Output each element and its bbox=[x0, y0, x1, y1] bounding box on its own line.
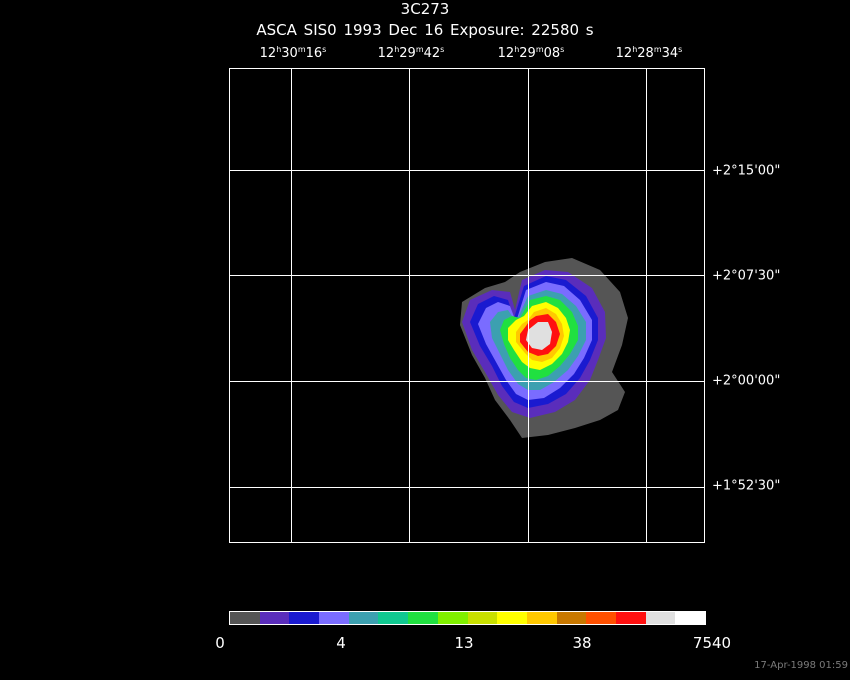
grid-line-dec bbox=[229, 275, 705, 276]
grid-line-dec bbox=[229, 487, 705, 488]
observation-info: ASCA SIS0 1993 Dec 16 Exposure: 22580 s bbox=[256, 21, 594, 39]
contour-core bbox=[526, 322, 552, 350]
colorbar-swatch bbox=[437, 612, 468, 624]
grid-line-ra bbox=[291, 68, 292, 543]
colorbar-swatch bbox=[319, 612, 349, 624]
grid-line-ra bbox=[409, 68, 410, 543]
colorbar-swatch bbox=[615, 612, 646, 624]
colorbar-swatch bbox=[378, 612, 409, 624]
dec-tick-label: +2°07'30" bbox=[712, 268, 781, 284]
colorbar bbox=[229, 611, 706, 625]
colorbar-swatch bbox=[675, 612, 705, 624]
colorbar-label: 0 bbox=[215, 634, 225, 652]
ra-tick-label: 12h30m16s bbox=[259, 45, 327, 61]
colorbar-swatch bbox=[289, 612, 320, 624]
colorbar-label: 4 bbox=[336, 634, 346, 652]
colorbar-swatch bbox=[467, 612, 498, 624]
ra-tick-label: 12h28m34s bbox=[615, 45, 683, 61]
colorbar-swatch bbox=[526, 612, 557, 624]
colorbar-label: 38 bbox=[572, 634, 592, 652]
colorbar-label: 13 bbox=[454, 634, 474, 652]
colorbar-swatch bbox=[230, 612, 260, 624]
dec-tick-label: +2°00'00" bbox=[712, 373, 781, 389]
dec-tick-label: +2°15'00" bbox=[712, 163, 781, 179]
colorbar-swatch bbox=[586, 612, 616, 624]
ra-tick-label: 12h29m08s bbox=[497, 45, 565, 61]
colorbar-swatch bbox=[259, 612, 290, 624]
plot-frame bbox=[229, 68, 705, 543]
dec-tick-label: +1°52'30" bbox=[712, 478, 781, 494]
colorbar-swatch bbox=[497, 612, 527, 624]
plot-title: 3C273 bbox=[400, 0, 450, 18]
grid-line-ra bbox=[646, 68, 647, 543]
colorbar-swatch bbox=[348, 612, 379, 624]
grid-line-ra bbox=[528, 68, 529, 543]
colorbar-swatch bbox=[645, 612, 676, 624]
grid-line-dec bbox=[229, 170, 705, 171]
ra-tick-label: 12h29m42s bbox=[377, 45, 445, 61]
colorbar-label: 7540 bbox=[692, 634, 732, 652]
colorbar-swatch bbox=[556, 612, 587, 624]
colorbar-swatch bbox=[408, 612, 438, 624]
timestamp: 17-Apr-1998 01:59 bbox=[754, 660, 848, 671]
grid-line-dec bbox=[229, 381, 705, 382]
